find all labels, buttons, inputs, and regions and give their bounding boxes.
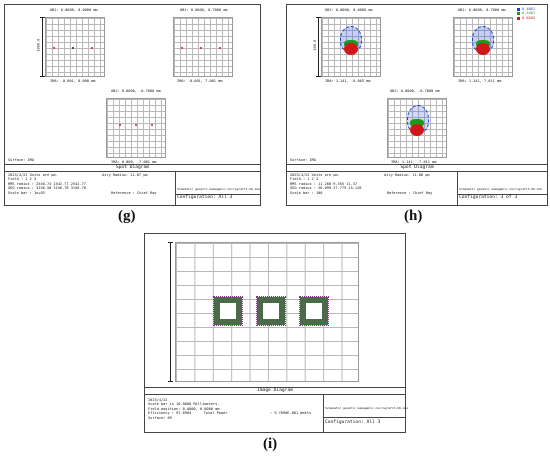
field1-ima-label: IMA: 1.141, -0.003 mm — [325, 79, 371, 83]
field-position: Field position: 0.0000, 0.0000 mm — [148, 406, 220, 411]
date-units: 2023/4/22 Units are µm. — [8, 173, 58, 177]
wavelength-legend: 0.4861 0.5461 0.6563 — [517, 7, 535, 20]
scale-bar — [316, 17, 321, 77]
diagram-title: Spot Diagram — [115, 165, 150, 170]
configuration: Configuration: All 3 — [325, 420, 381, 425]
date: 2023/4/22 — [148, 398, 168, 402]
field3-obj-label: OBJ: 0.0000, -0.7000 mm — [111, 89, 161, 93]
field2-obj-label: OBJ: 0.0000, 0.7000 mm — [458, 8, 506, 12]
field-row: Field : 1 2 3 — [8, 177, 37, 182]
scale-bar-label: 1000.0 — [36, 38, 41, 52]
field2-ima-label: IMA: -0.001, 7.001 mm — [177, 79, 223, 83]
spot-diagram-panel-h: 0.4861 0.5461 0.6563 OBJ: 0.0000, 0.0000… — [286, 4, 548, 206]
info-block: 2023/4/22 Units are µm. Airy Radius: 11.… — [290, 173, 432, 195]
caption-h: (h) — [404, 208, 423, 224]
field1-spot-grid — [321, 17, 381, 77]
field-row: Field : 1 2 3 — [290, 177, 319, 182]
field3-spot-grid — [106, 98, 166, 158]
date-units: 2023/4/22 Units are µm. — [290, 173, 340, 177]
field1-spot-grid — [45, 17, 105, 77]
geo-row: GEO radius : 26.099 27.779 25.128 — [290, 186, 362, 191]
image-grid — [175, 242, 359, 382]
image-square — [213, 296, 243, 326]
image-square — [256, 296, 286, 326]
file-name: Schematic genetic Gamagahic micrografit-… — [177, 187, 261, 191]
efficiency: Efficiency : 97.6904 — [148, 411, 192, 416]
scale-bar-label: 100.0 — [313, 39, 318, 51]
diagram-title: Spot Diagram — [400, 165, 434, 170]
field3-spot-grid — [387, 98, 447, 158]
field2-spot-grid — [173, 17, 233, 77]
field3-ima-label: IMA: 1.141, -7.011 mm — [391, 160, 437, 164]
spot-diagram-panel-g: OBJ: 0.0000, 0.0000 mm 1000.0 IMA: -0.00… — [4, 4, 261, 206]
field3-ima-label: IMA: 0.000, -7.001 mm — [111, 160, 157, 164]
surface-label: Surface: 69 — [148, 415, 172, 420]
configuration: Configuration: All 3 — [177, 195, 233, 200]
caption-g: (g) — [118, 208, 136, 224]
configuration: Configuration: 3 of 3 — [459, 195, 518, 200]
legend-item: 0.5461 — [517, 11, 535, 15]
scale-bar — [40, 17, 45, 77]
info-block: 2023/4/22 Scale bar is 10.0000 Millimete… — [148, 398, 227, 420]
image-square — [299, 296, 329, 326]
scale-row: Scale bar : 100 — [290, 190, 323, 195]
diagram-title: Image Diagram — [257, 388, 293, 393]
field2-spot-grid — [453, 17, 513, 77]
geo-row: GEO radius : 3156.50 3156.78 3156.78 — [8, 186, 86, 191]
surface-label: Surface: IMA — [290, 158, 316, 162]
field2-obj-label: OBJ: 0.0000, 0.7000 mm — [180, 8, 228, 12]
scale-bar — [168, 242, 173, 382]
caption-i: (i) — [263, 436, 278, 452]
total-power-label: Total Power — [203, 411, 228, 416]
field1-obj-label: OBJ: 0.0000, 0.0000 mm — [50, 8, 98, 12]
legend-item: 0.4861 — [517, 7, 535, 11]
info-block: 2023/4/22 Units are µm. Airy Radius: 11.… — [8, 173, 157, 195]
rms-row: RMS radius : 2540.74 2542.77 2542.77 — [8, 181, 86, 186]
scale-bar-text: Scale bar is 10.0000 Millimeters. — [148, 402, 220, 407]
image-diagram-panel-i: Image Diagram 2023/4/22 Scale bar is 10.… — [144, 233, 409, 433]
legend-item: 0.6563 — [517, 16, 535, 20]
file-name: Schematic genetic Gamagahic micrografit-… — [459, 187, 543, 191]
total-power-value: : 9.7690E-001 Watts — [270, 411, 312, 415]
field3-obj-label: OBJ: 0.0000, -0.7000 mm — [390, 89, 440, 93]
airy-radius: Airy Radius: 11.87 µm — [102, 173, 148, 177]
scale-row: Scale bar : 1e+03 — [8, 190, 45, 195]
surface-label: Surface: IMA — [8, 158, 34, 162]
reference: Reference : Chief Ray — [386, 190, 433, 195]
field1-ima-label: IMA: -0.001, 0.000 mm — [50, 79, 96, 83]
field2-ima-label: IMA: 1.141, 7.011 mm — [458, 79, 502, 83]
reference: Reference : Chief Ray — [111, 190, 157, 195]
airy-radius: Airy Radius: 11.86 µm — [384, 173, 430, 177]
rms-row: RMS radius : 11.200 9.555 11.37 — [290, 181, 358, 186]
field1-obj-label: OBJ: 0.0000, 0.0000 mm — [325, 8, 373, 12]
file-name: Schematic genetic Gamagahic micrografit-… — [325, 406, 409, 410]
